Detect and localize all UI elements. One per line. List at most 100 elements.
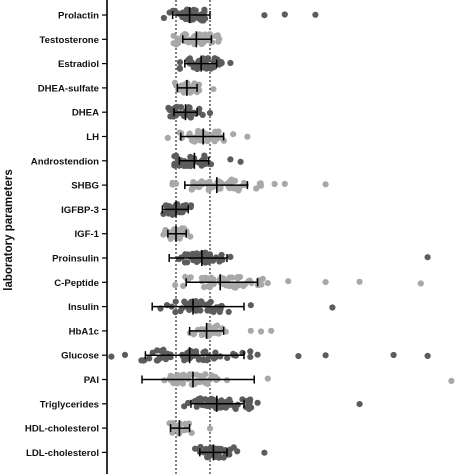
category-label-estradiol: Estradiol — [58, 59, 99, 70]
point-glucose — [138, 357, 145, 364]
outlier-hba1c — [257, 328, 265, 335]
point-ldl-cholesterol — [204, 453, 211, 460]
point-glucose — [247, 353, 254, 360]
point-glucose — [146, 355, 153, 362]
point-testosterone — [174, 35, 181, 42]
point-lh — [215, 128, 222, 135]
outlier-glucose — [295, 353, 302, 360]
point-pai — [186, 372, 193, 379]
point-estradiol — [211, 64, 218, 71]
point-estradiol — [176, 59, 184, 66]
point-proinsulin — [185, 251, 192, 258]
point-ldl-cholesterol — [197, 443, 204, 451]
outlier-dhea — [206, 109, 214, 117]
point-c-peptide — [228, 282, 235, 289]
point-insulin — [225, 308, 232, 315]
point-hdl-cholesterol — [182, 420, 189, 427]
outlier-insulin — [329, 304, 336, 311]
point-testosterone — [201, 31, 208, 38]
category-label-c-peptide: C-Peptide — [54, 278, 99, 289]
outlier-c-peptide — [285, 278, 292, 285]
outlier-pai — [448, 377, 455, 384]
outlier-c-peptide — [264, 280, 271, 287]
point-glucose — [202, 348, 209, 355]
point-estradiol — [194, 65, 201, 73]
point-prolactin — [160, 14, 167, 22]
outlier-shbg — [281, 180, 288, 187]
point-dhea — [186, 112, 194, 119]
point-testosterone — [209, 39, 216, 46]
point-proinsulin — [218, 251, 225, 259]
point-proinsulin — [175, 256, 183, 263]
point-dhea — [186, 105, 193, 112]
outlier-glucose — [108, 353, 115, 360]
point-testosterone — [199, 40, 206, 47]
point-proinsulin — [195, 257, 202, 264]
point-hba1c — [214, 322, 221, 329]
point-testosterone — [215, 38, 222, 45]
point-triglycerides — [212, 397, 219, 404]
point-hba1c — [198, 332, 205, 339]
outlier-hba1c — [268, 327, 275, 334]
point-glucose — [154, 347, 161, 354]
outlier-insulin — [247, 302, 254, 309]
outlier-shbg — [322, 181, 329, 188]
point-igfbp-3 — [179, 208, 186, 215]
point-dhea-sulfate — [193, 89, 201, 96]
category-label-insulin: Insulin — [68, 302, 99, 313]
point-dhea-sulfate — [178, 82, 185, 89]
point-ldl-cholesterol — [192, 445, 199, 452]
point-lh — [176, 129, 183, 136]
point-shbg — [188, 186, 195, 193]
point-insulin — [216, 308, 223, 315]
data-points — [108, 6, 455, 461]
point-estradiol — [206, 63, 213, 71]
outlier-c-peptide — [356, 278, 363, 285]
point-insulin — [192, 298, 199, 305]
point-igf-1 — [176, 235, 183, 242]
point-estradiol — [202, 56, 209, 63]
point-estradiol — [176, 64, 183, 72]
point-triglycerides — [181, 403, 188, 410]
category-label-hdl-cholesterol: HDL-cholesterol — [25, 424, 99, 435]
point-prolactin — [201, 6, 208, 13]
point-glucose — [217, 353, 224, 360]
outlier-pai — [264, 375, 271, 382]
point-dhea-sulfate — [191, 80, 198, 87]
outlier-shbg — [271, 180, 278, 188]
outlier-triglycerides — [254, 399, 261, 406]
point-hba1c — [195, 326, 202, 333]
point-pai — [204, 380, 211, 388]
point-insulin — [185, 306, 192, 313]
outlier-lh — [244, 133, 251, 140]
point-glucose — [200, 357, 207, 364]
outlier-prolactin — [312, 11, 319, 18]
category-label-androstendion: Androstendion — [31, 156, 99, 167]
point-estradiol — [200, 64, 207, 71]
point-shbg — [236, 185, 243, 192]
point-c-peptide — [220, 275, 227, 282]
category-label-lh: LH — [86, 132, 99, 143]
outlier-triglycerides — [356, 401, 363, 408]
outlier-glucose — [424, 352, 431, 359]
y-axis-title-group: laboratory parameters — [3, 169, 15, 290]
point-androstendion — [176, 162, 183, 169]
point-proinsulin — [201, 258, 208, 265]
point-shbg — [205, 187, 212, 194]
point-dhea — [177, 104, 185, 111]
outlier-shbg — [257, 182, 265, 189]
point-shbg — [253, 185, 260, 192]
category-label-testosterone: Testosterone — [39, 35, 99, 46]
point-insulin — [177, 308, 184, 315]
point-androstendion — [171, 162, 178, 169]
category-label-glucose: Glucose — [61, 351, 99, 362]
point-lh — [230, 131, 237, 138]
category-label-dhea: DHEA — [72, 108, 99, 119]
point-hba1c — [208, 330, 215, 337]
outlier-prolactin — [261, 12, 268, 19]
point-pai — [188, 381, 195, 388]
category-label-ldl-cholesterol: LDL-cholesterol — [26, 448, 99, 459]
point-glucose — [224, 354, 231, 361]
point-c-peptide — [172, 282, 179, 289]
